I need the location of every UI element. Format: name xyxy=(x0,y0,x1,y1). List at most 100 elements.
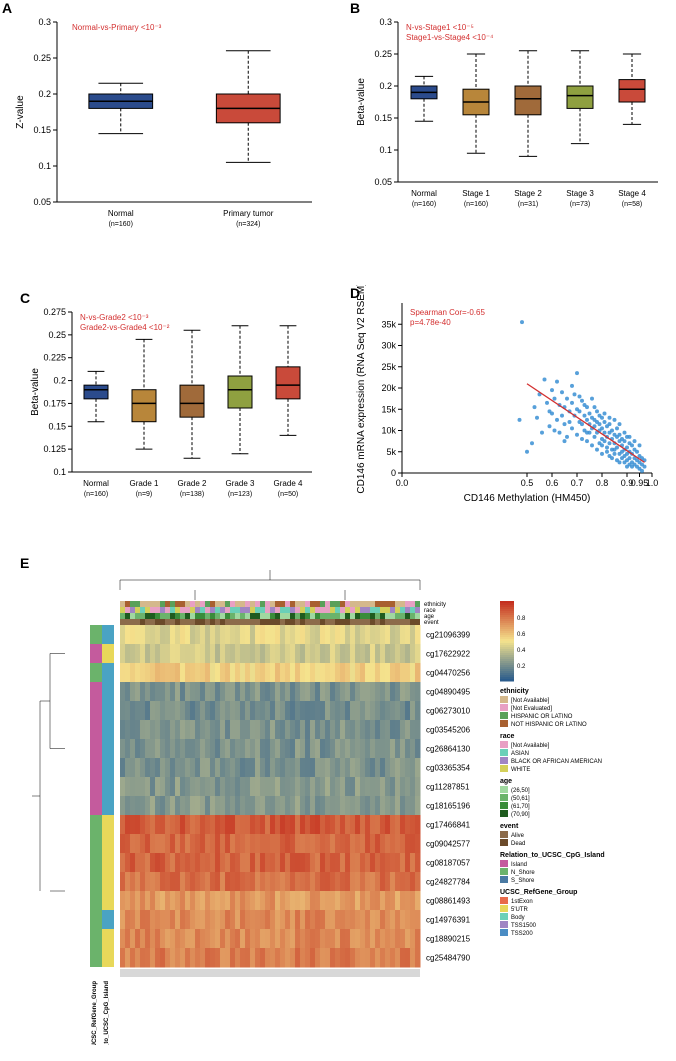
svg-text:cg03365354: cg03365354 xyxy=(426,763,471,772)
svg-text:cg04470256: cg04470256 xyxy=(426,668,471,677)
panel-a-label: A xyxy=(2,0,12,16)
svg-text:cg03545206: cg03545206 xyxy=(426,725,471,734)
svg-text:p=4.78e-40: p=4.78e-40 xyxy=(410,318,451,327)
svg-text:race: race xyxy=(500,733,515,740)
svg-text:UCSC_RefGene_Group: UCSC_RefGene_Group xyxy=(92,981,98,1045)
svg-text:Alive: Alive xyxy=(511,833,525,839)
svg-text:cg09042577: cg09042577 xyxy=(426,839,471,848)
panel-c: C 0.10.1250.150.1750.20.2250.250.275Beta… xyxy=(20,290,325,510)
svg-text:0.6: 0.6 xyxy=(546,478,559,488)
svg-text:cg25484790: cg25484790 xyxy=(426,953,471,962)
svg-text:0.8: 0.8 xyxy=(596,478,609,488)
svg-text:(61,70]: (61,70] xyxy=(511,804,530,810)
svg-text:0.15: 0.15 xyxy=(33,125,51,135)
svg-text:0.7: 0.7 xyxy=(571,478,584,488)
svg-text:0.15: 0.15 xyxy=(374,113,392,123)
panel-c-label: C xyxy=(20,290,30,306)
svg-text:[Not Available]: [Not Available] xyxy=(511,743,550,749)
svg-text:(n=31): (n=31) xyxy=(518,201,538,208)
svg-text:[Not Evaluated]: [Not Evaluated] xyxy=(511,706,552,712)
svg-text:0.225: 0.225 xyxy=(43,353,66,363)
svg-text:Grade 4: Grade 4 xyxy=(274,479,303,488)
svg-text:20k: 20k xyxy=(381,383,396,393)
svg-text:(n=160): (n=160) xyxy=(84,491,108,498)
svg-text:cg26864130: cg26864130 xyxy=(426,744,471,753)
svg-text:cg17622922: cg17622922 xyxy=(426,649,471,658)
svg-text:cg04890495: cg04890495 xyxy=(426,687,471,696)
svg-text:0.25: 0.25 xyxy=(33,53,51,63)
svg-text:0.2: 0.2 xyxy=(517,664,526,670)
svg-text:cg08861493: cg08861493 xyxy=(426,896,471,905)
svg-text:Normal: Normal xyxy=(108,209,134,218)
svg-text:5'UTR: 5'UTR xyxy=(511,907,528,913)
panel-a: A 0.050.10.150.20.250.3Z-valueNormal(n=1… xyxy=(2,0,332,240)
svg-text:0.25: 0.25 xyxy=(374,49,392,59)
svg-text:BLACK OR AFRICAN AMERICAN: BLACK OR AFRICAN AMERICAN xyxy=(511,759,602,765)
svg-text:(n=160): (n=160) xyxy=(109,221,133,228)
svg-text:event: event xyxy=(500,823,519,830)
svg-text:Z-value: Z-value xyxy=(15,95,26,129)
svg-text:UCSC_RefGene_Group: UCSC_RefGene_Group xyxy=(500,889,577,896)
svg-text:0.275: 0.275 xyxy=(43,307,66,317)
svg-text:Spearman Cor=-0.65: Spearman Cor=-0.65 xyxy=(410,308,485,317)
svg-text:cg17466841: cg17466841 xyxy=(426,820,471,829)
svg-text:1stExon: 1stExon xyxy=(511,899,533,905)
svg-text:0.05: 0.05 xyxy=(33,197,51,207)
svg-text:N_Shore: N_Shore xyxy=(511,870,535,876)
svg-text:Grade 2: Grade 2 xyxy=(178,479,207,488)
svg-text:0.2: 0.2 xyxy=(53,376,66,386)
svg-text:Grade 3: Grade 3 xyxy=(226,479,255,488)
svg-text:CD146 mRNA expression (RNA Seq: CD146 mRNA expression (RNA Seq V2 RSEM) xyxy=(356,285,367,494)
svg-text:35k: 35k xyxy=(381,319,396,329)
svg-text:Normal-vs-Primary <10⁻³: Normal-vs-Primary <10⁻³ xyxy=(72,23,162,32)
svg-text:0.15: 0.15 xyxy=(48,421,66,431)
svg-text:cg24827784: cg24827784 xyxy=(426,877,471,886)
svg-text:0.1: 0.1 xyxy=(379,145,392,155)
svg-text:0.25: 0.25 xyxy=(48,330,66,340)
panel-b-svg: 0.050.10.150.20.250.3Beta-valueNormal(n=… xyxy=(350,0,670,220)
svg-text:Body: Body xyxy=(511,915,525,921)
svg-text:Normal: Normal xyxy=(83,479,109,488)
svg-text:(n=50): (n=50) xyxy=(278,491,298,498)
svg-text:N-vs-Stage1 <10⁻⁵: N-vs-Stage1 <10⁻⁵ xyxy=(406,23,474,32)
svg-text:ASIAN: ASIAN xyxy=(511,751,529,757)
panel-e-label: E xyxy=(20,555,29,571)
svg-text:ethnicity: ethnicity xyxy=(500,688,529,695)
svg-text:10k: 10k xyxy=(381,426,396,436)
svg-text:HISPANIC OR LATINO: HISPANIC OR LATINO xyxy=(511,714,573,720)
svg-text:Relation_to_UCSC_CpG_Island: Relation_to_UCSC_CpG_Island xyxy=(500,852,605,859)
svg-text:0.3: 0.3 xyxy=(38,17,51,27)
panel-e: E ethnicityraceageeventcg21096399cg17622… xyxy=(20,555,670,1045)
svg-text:cg06273010: cg06273010 xyxy=(426,706,471,715)
svg-text:0.5: 0.5 xyxy=(521,478,534,488)
svg-text:0.6: 0.6 xyxy=(517,632,526,638)
svg-text:25k: 25k xyxy=(381,362,396,372)
panel-a-svg: 0.050.10.150.20.250.3Z-valueNormal(n=160… xyxy=(2,0,332,240)
svg-text:1.0: 1.0 xyxy=(646,478,659,488)
svg-text:0.3: 0.3 xyxy=(379,17,392,27)
svg-text:5k: 5k xyxy=(386,447,396,457)
svg-text:(n=9): (n=9) xyxy=(136,491,153,498)
panel-e-svg: ethnicityraceageeventcg21096399cg1762292… xyxy=(20,555,670,1045)
svg-text:Dead: Dead xyxy=(511,841,525,847)
svg-text:[Not Available]: [Not Available] xyxy=(511,698,550,704)
svg-text:Stage 1: Stage 1 xyxy=(462,189,490,198)
svg-text:CD146 Methylation (HM450): CD146 Methylation (HM450) xyxy=(464,493,591,504)
svg-text:0.125: 0.125 xyxy=(43,444,66,454)
svg-text:age: age xyxy=(500,778,512,785)
svg-text:Beta-value: Beta-value xyxy=(30,368,41,416)
svg-text:0.8: 0.8 xyxy=(517,616,526,622)
svg-text:(n=138): (n=138) xyxy=(180,491,204,498)
svg-text:cg11287851: cg11287851 xyxy=(426,782,470,791)
panel-c-svg: 0.10.1250.150.1750.20.2250.250.275Beta-v… xyxy=(20,290,325,510)
svg-text:Stage 4: Stage 4 xyxy=(618,189,646,198)
svg-text:(n=73): (n=73) xyxy=(570,201,590,208)
svg-text:cg18890215: cg18890215 xyxy=(426,934,471,943)
svg-text:0: 0 xyxy=(391,468,396,478)
svg-text:Stage 2: Stage 2 xyxy=(514,189,542,198)
svg-text:Stage 3: Stage 3 xyxy=(566,189,594,198)
svg-text:Primary tumor: Primary tumor xyxy=(223,209,274,218)
svg-text:cg08187057: cg08187057 xyxy=(426,858,471,867)
svg-text:cg14976391: cg14976391 xyxy=(426,915,471,924)
svg-text:Grade 1: Grade 1 xyxy=(130,479,159,488)
